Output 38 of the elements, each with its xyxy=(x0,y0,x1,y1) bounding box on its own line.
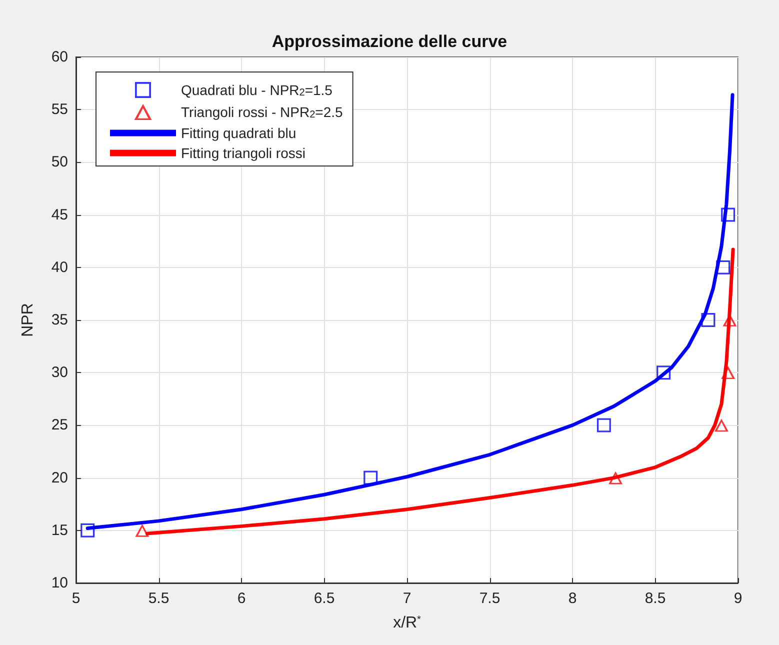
legend-label: Fitting triangoli rossi xyxy=(181,145,306,161)
y-tick-label: 45 xyxy=(51,206,68,224)
y-tick-label: 60 xyxy=(51,48,68,66)
x-tick-label: 6 xyxy=(237,590,246,607)
point xyxy=(721,208,736,222)
y-tick-label: 30 xyxy=(51,364,68,382)
point xyxy=(80,523,95,538)
x-axis-title: x/R* xyxy=(393,614,422,632)
point xyxy=(608,471,623,484)
x-tick-label: 8.5 xyxy=(644,590,666,607)
x-tick-label: 5.5 xyxy=(148,590,170,607)
x-tick-label: 9 xyxy=(734,590,742,607)
point xyxy=(656,366,671,380)
point xyxy=(714,418,728,432)
y-tick-label: 35 xyxy=(51,312,68,328)
chart-title: Approssimazione delle curve xyxy=(272,32,508,51)
x-tick-label: 8 xyxy=(568,590,577,607)
y-tick-label: 40 xyxy=(51,258,68,276)
y-tick-label: 15 xyxy=(51,522,68,539)
y-tick-label: 50 xyxy=(51,154,68,171)
legend-label: Triangoli rossi - NPR2=2.5 xyxy=(181,104,344,120)
point xyxy=(701,313,716,327)
y-axis-title: NPR xyxy=(20,303,36,337)
point xyxy=(135,524,150,537)
legend-label: Fitting quadrati blu xyxy=(181,125,296,141)
y-tick-label: 55 xyxy=(51,101,68,118)
point xyxy=(721,366,736,380)
point xyxy=(364,470,378,485)
y-tick-label: 25 xyxy=(51,416,68,434)
y-tick-label: 10 xyxy=(51,574,68,592)
x-tick-label: 7 xyxy=(402,590,412,607)
y-tick-label: 20 xyxy=(51,469,68,486)
point xyxy=(596,418,611,432)
x-tick-label: 6.5 xyxy=(314,590,335,607)
x-tick-label: 7.5 xyxy=(479,590,500,607)
point xyxy=(716,260,730,274)
legend-label: Quadrati blu - NPR2=1.5 xyxy=(181,82,333,98)
x-tick-label: 5 xyxy=(72,590,80,607)
